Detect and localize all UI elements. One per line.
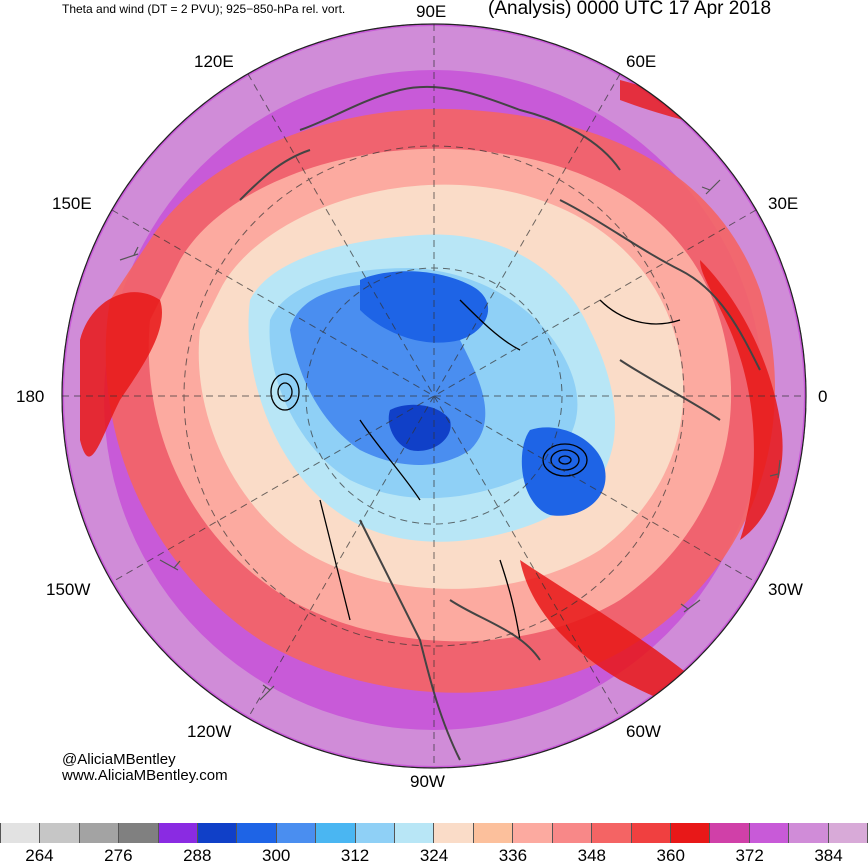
color-legend-tick-label: 312 [340,846,370,865]
color-legend-swatch [631,823,671,843]
lon-label-60e: 60E [626,52,657,71]
vorticity-contours [270,299,681,641]
lon-label-120e: 120E [194,52,234,71]
lon-label-150w: 150W [46,580,91,599]
coastlines [239,85,761,761]
color-legend-swatch [710,823,750,843]
color-legend-swatch [395,823,435,843]
color-legend-swatch [119,823,159,843]
lon-label-90e: 90E [416,2,447,21]
color-legend-swatch [670,823,711,843]
credit-handle: @AliciaMBentley [62,751,176,768]
color-legend-tick-label: 264 [25,846,54,865]
color-legend-tick-label: 336 [498,846,528,865]
color-legend-swatch [355,823,396,843]
color-legend-swatch [789,823,829,843]
theta-field [62,24,806,768]
color-legend-swatch [40,823,80,843]
color-legend-tick-label: 288 [183,846,212,865]
color-legend-swatch [592,823,632,843]
color-legend-tick-label: 360 [656,846,685,865]
lon-label-0: 0 [818,387,828,406]
color-legend-swatch [473,823,514,843]
color-legend-swatch [552,823,593,843]
credit-website[interactable]: www.AliciaMBentley.com [62,767,228,784]
color-legend-swatch [0,823,41,843]
lon-label-30e: 30E [768,194,799,213]
color-legend-swatch [828,823,868,843]
polar-map [61,23,807,769]
color-legend-swatch [237,823,277,843]
map-title: Theta and wind (DT = 2 PVU); 925−850-hPa… [62,2,346,16]
color-legend [0,823,868,843]
lon-label-30w: 30W [768,580,803,599]
color-legend-swatch [198,823,238,843]
valid-time-label: (Analysis) 0000 UTC 17 Apr 2018 [488,0,772,19]
color-legend-tick-label: 276 [104,846,133,865]
color-legend-labels: 264 276 288 300 312 324 336 348 360 372 384 [0,846,868,866]
color-legend-swatch [79,823,120,843]
color-legend-tick-label: 372 [735,846,764,865]
lon-label-120w: 120W [187,722,232,741]
lon-label-60w: 60W [626,722,661,741]
color-legend-swatch [434,823,474,843]
lon-label-150e: 150E [52,194,92,213]
color-legend-swatch [749,823,790,843]
lon-label-90w: 90W [410,772,445,791]
color-legend-swatch [513,823,553,843]
color-legend-swatch [158,823,199,843]
color-legend-tick-label: 324 [419,846,449,865]
map-boundary [61,23,807,769]
color-legend-swatch [276,823,317,843]
color-legend-tick-label: 300 [261,846,291,865]
color-legend-tick-label: 384 [814,846,843,865]
color-legend-swatch [316,823,356,843]
lon-label-180: 180 [16,387,45,406]
color-legend-tick-label: 348 [577,846,606,865]
